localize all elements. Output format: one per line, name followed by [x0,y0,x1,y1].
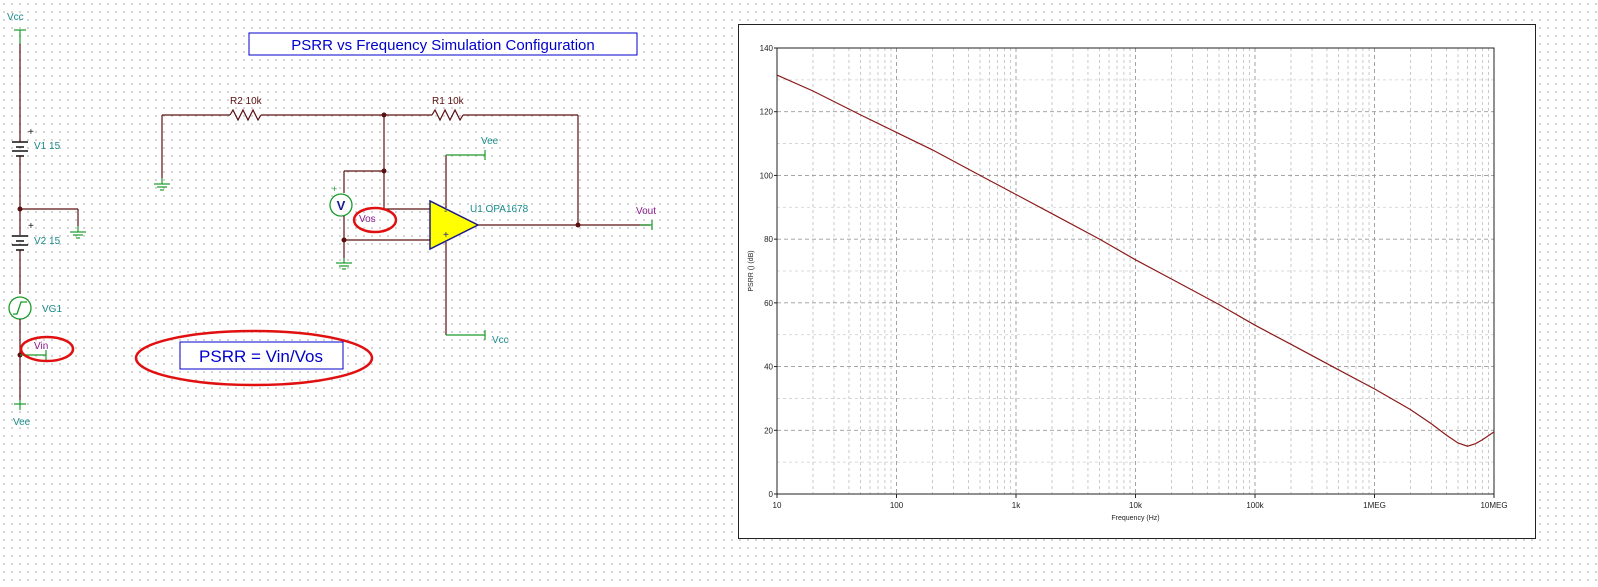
ground-mid-icon [70,226,86,239]
y-tick-label: 100 [760,171,774,180]
formula-highlight [134,329,374,387]
r1-label: R1 10k [432,96,465,107]
vos-label: Vos [359,214,376,225]
x-tick-label: 100k [1246,501,1264,510]
voltmeter-symbol: V [337,198,346,213]
voltmeter-icon[interactable] [329,193,353,217]
voltmeter-plus: + [332,184,337,194]
signal-generator-icon[interactable] [8,296,32,320]
resistor-r2-icon[interactable] [229,108,262,122]
y-tick-label: 80 [764,235,773,244]
vcc-opamp-label: Vcc [492,335,509,346]
opamp-u1-icon[interactable] [429,199,480,251]
ground-opamp-icon [336,258,352,270]
x-axis-label: Frequency (Hz) [1111,515,1159,522]
y-tick-label: 20 [764,426,773,435]
y-tick-label: 120 [760,108,774,117]
x-tick-label: 10MEG [1480,501,1507,510]
vin-label: Vin [34,341,48,352]
opamp-minus: - [444,206,447,217]
x-tick-label: 1MEG [1363,501,1386,510]
vee-bottom-label: Vee [13,417,31,428]
formula-box [179,341,344,370]
psrr-formula: PSRR = Vin/Vos [199,347,323,366]
battery-v1-icon[interactable] [12,141,28,157]
resistor-r1-icon[interactable] [431,108,464,122]
x-tick-label: 10k [1129,501,1143,510]
ground-left-icon [154,178,170,191]
battery-v2-icon[interactable] [12,235,28,251]
vos-highlight [352,206,398,234]
title-box [248,32,638,56]
v1-label: V1 15 [34,141,61,152]
vout-label: Vout [636,206,656,217]
vcc-top-label: Vcc [7,12,24,23]
vg1-label: VG1 [42,304,62,315]
y-tick-label: 40 [764,363,773,372]
y-axis-label: PSRR () (dB) [748,250,755,291]
psrr-chart: 10 100 1k 10k 100k 1MEG 10MEG 0 20 40 60 80 100 120 14… [748,44,1508,522]
r2-label: R2 10k [230,96,263,107]
x-tick-label: 100 [890,501,904,510]
vin-highlight [19,335,75,363]
circuit-schematic: PSRR vs Frequency Simulation Configurati… [7,12,656,428]
y-tick-label: 140 [760,44,774,53]
vee-opamp-label: Vee [481,136,499,147]
y-tick-label: 60 [764,299,773,308]
v2-label: V2 15 [34,236,61,247]
psrr-series-line [776,74,1495,447]
v2-plus: + [28,221,34,232]
x-tick-label: 1k [1012,501,1021,510]
psrr-chart-panel: 10 100 1k 10k 100k 1MEG 10MEG 0 20 40 60 80 100 120 14… [738,24,1536,539]
x-tick-label: 10 [773,501,782,510]
opamp-plus: + [443,230,449,241]
y-tick-label: 0 [769,490,774,499]
u1-label: U1 OPA1678 [470,204,529,215]
schematic-title: PSRR vs Frequency Simulation Configurati… [291,37,594,54]
v1-plus: + [28,127,34,138]
